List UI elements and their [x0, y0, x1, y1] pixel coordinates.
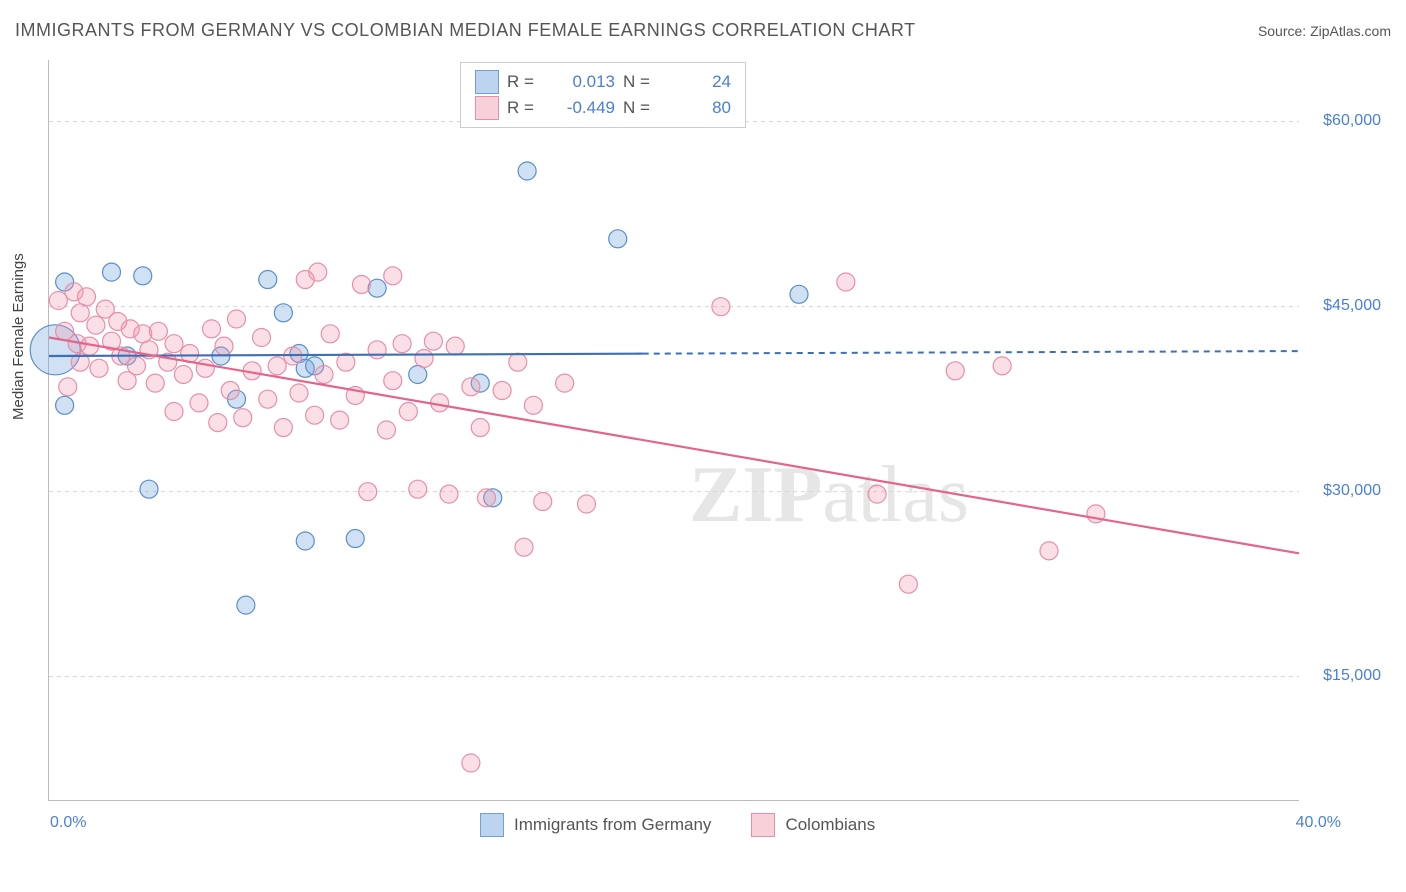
- swatch-colombians: [475, 96, 499, 120]
- y-tick-label: $30,000: [1323, 482, 1381, 500]
- swatch-germany-icon: [480, 813, 504, 837]
- swatch-colombians-icon: [751, 813, 775, 837]
- n-label: N =: [623, 95, 653, 121]
- x-tick-min: 0.0%: [50, 814, 86, 832]
- series-legend: Immigrants from Germany Colombians: [480, 813, 875, 837]
- r-label: R =: [507, 69, 537, 95]
- y-tick-label: $45,000: [1323, 297, 1381, 315]
- chart-title: IMMIGRANTS FROM GERMANY VS COLOMBIAN MED…: [15, 20, 916, 41]
- n-value-germany: 24: [661, 69, 731, 95]
- legend-row-germany: R = 0.013 N = 24: [475, 69, 731, 95]
- y-tick-label: $60,000: [1323, 112, 1381, 130]
- swatch-germany: [475, 70, 499, 94]
- legend-item-germany: Immigrants from Germany: [480, 813, 711, 837]
- x-tick-max: 40.0%: [1296, 814, 1341, 832]
- chart-svg: [49, 60, 1299, 800]
- y-tick-label: $15,000: [1323, 667, 1381, 685]
- n-label: N =: [623, 69, 653, 95]
- correlation-legend: R = 0.013 N = 24 R = -0.449 N = 80: [460, 62, 746, 128]
- r-label: R =: [507, 95, 537, 121]
- plot-area: ZIPatlas: [48, 60, 1299, 801]
- legend-item-colombians: Colombians: [751, 813, 875, 837]
- r-value-colombians: -0.449: [545, 95, 615, 121]
- n-value-colombians: 80: [661, 95, 731, 121]
- source-attribution: Source: ZipAtlas.com: [1258, 23, 1391, 39]
- y-axis-title: Median Female Earnings: [10, 253, 27, 420]
- legend-label-colombians: Colombians: [785, 815, 875, 835]
- legend-row-colombians: R = -0.449 N = 80: [475, 95, 731, 121]
- r-value-germany: 0.013: [545, 69, 615, 95]
- legend-label-germany: Immigrants from Germany: [514, 815, 711, 835]
